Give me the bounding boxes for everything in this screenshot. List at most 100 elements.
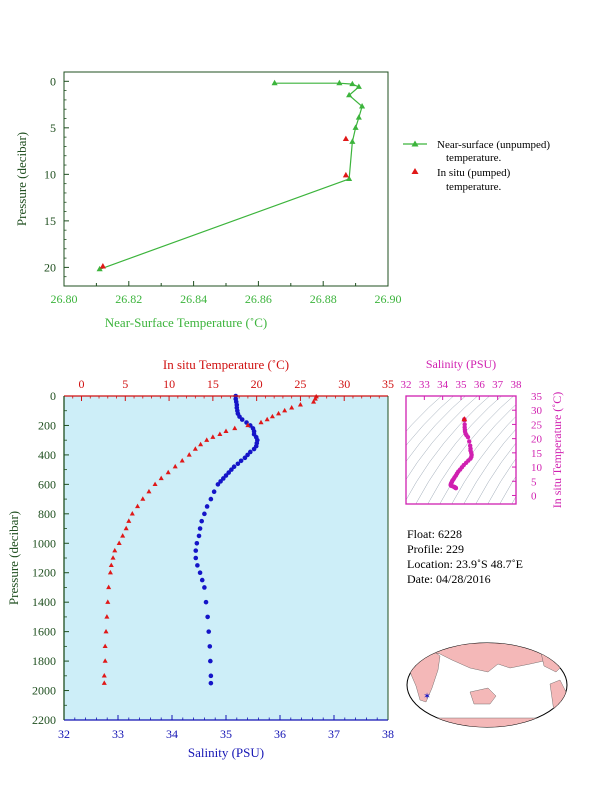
temperature-point xyxy=(282,407,288,413)
temperature-tick-label: 20 xyxy=(251,377,263,391)
salinity-point xyxy=(208,673,214,679)
near-surface-point xyxy=(359,103,366,109)
salinity-tick-label: 34 xyxy=(166,727,178,741)
temperature-point xyxy=(106,584,112,590)
ts-density-contour xyxy=(406,396,478,480)
pressure-tick-label: 1800 xyxy=(32,654,56,668)
temperature-tick-label: 5 xyxy=(122,377,128,391)
temperature-point xyxy=(120,533,126,538)
temperature-point xyxy=(210,434,216,439)
profile-number: Profile: 229 xyxy=(407,542,464,556)
salinity-tick-label: 35 xyxy=(220,727,232,741)
near-surface-point xyxy=(355,114,362,120)
ts-point xyxy=(465,435,471,440)
temperature-tick-label: 30 xyxy=(338,377,350,391)
near-surface-y-tick-label: 0 xyxy=(50,74,56,88)
near-surface-point xyxy=(349,138,356,144)
profile-chart: 0200400600800100012001400160018002000220… xyxy=(6,357,394,760)
temperature-point xyxy=(258,419,264,425)
temperature-point xyxy=(311,399,317,404)
ts-density-contour xyxy=(406,396,454,446)
pressure-tick-label: 1400 xyxy=(32,595,56,609)
salinity-point xyxy=(205,614,210,620)
salinity-point xyxy=(248,449,253,455)
ts-salinity-tick-label: 32 xyxy=(401,379,412,391)
salinity-point xyxy=(203,599,209,605)
ts-temperature-tick-label: 35 xyxy=(531,391,543,403)
salinity-point xyxy=(237,414,242,419)
world-map: ✶ xyxy=(406,642,568,728)
near-surface-point xyxy=(271,79,278,86)
pressure-tick-label: 800 xyxy=(38,507,56,521)
ts-temperature-tick-label: 15 xyxy=(531,448,543,460)
salinity-point xyxy=(226,470,231,475)
near-surface-y-tick-label: 10 xyxy=(44,167,56,181)
salinity-tick-label: 32 xyxy=(58,727,70,741)
temperature-point xyxy=(232,425,238,431)
temperature-point xyxy=(101,673,107,678)
temperature-point xyxy=(108,562,114,568)
temperature-point xyxy=(223,428,229,434)
salinity-point xyxy=(208,496,214,502)
ts-salinity-tick-label: 35 xyxy=(456,379,468,391)
salinity-point xyxy=(215,482,221,487)
temperature-point xyxy=(186,452,192,457)
in-situ-point xyxy=(342,135,349,142)
ts-salinity-tick-label: 38 xyxy=(511,379,523,391)
temperature-tick-label: 25 xyxy=(294,377,306,391)
near-surface-x-axis-label: Near-Surface Temperature (˚C) xyxy=(105,315,267,330)
pressure-tick-label: 2200 xyxy=(32,713,56,727)
temperature-point xyxy=(204,437,210,442)
salinity-point xyxy=(197,570,203,576)
near-surface-point xyxy=(96,265,103,272)
salinity-point xyxy=(208,658,213,664)
near-surface-legend: Near-surface (unpumped) temperature. In … xyxy=(403,139,550,193)
pressure-tick-label: 1600 xyxy=(32,625,56,639)
near-surface-point xyxy=(352,124,359,130)
salinity-point xyxy=(199,577,205,583)
float-location-marker-icon: ✶ xyxy=(423,691,431,701)
temperature-point xyxy=(140,496,146,501)
salinity-point xyxy=(208,680,214,686)
ts-salinity-axis-label: Salinity (PSU) xyxy=(426,357,496,371)
location: Location: 23.9˚S 48.7˚E xyxy=(407,557,523,571)
salinity-point xyxy=(229,467,234,472)
in-situ-point xyxy=(342,171,349,178)
temperature-point xyxy=(123,525,129,531)
salinity-point xyxy=(218,479,223,484)
legend-label-near-surface-1: Near-surface (unpumped) xyxy=(437,139,550,151)
near-surface-x-tick-label: 26.80 xyxy=(51,292,78,306)
ts-salinity-tick-label: 34 xyxy=(437,379,449,391)
temperature-point xyxy=(135,503,141,509)
near-surface-y-tick-label: 20 xyxy=(44,260,56,274)
legend-marker-in-situ xyxy=(411,168,419,174)
temperature-point xyxy=(102,658,108,663)
salinity-tick-label: 36 xyxy=(274,727,286,741)
profile-date: Date: 04/28/2016 xyxy=(407,572,491,586)
salinity-point xyxy=(238,458,244,464)
salinity-point xyxy=(202,585,207,590)
temperature-point xyxy=(104,614,110,619)
ts-point xyxy=(453,485,459,491)
temperature-axis-label: In situ Temperature (˚C) xyxy=(163,357,289,372)
salinity-point xyxy=(251,446,257,452)
near-surface-point xyxy=(349,80,356,87)
salinity-point xyxy=(207,644,213,649)
salinity-tick-label: 33 xyxy=(112,727,124,741)
pressure-tick-label: 2000 xyxy=(32,684,56,698)
temperature-point xyxy=(126,518,132,523)
temperature-point xyxy=(217,431,223,436)
pressure-tick-label: 1000 xyxy=(32,536,56,550)
temperature-point xyxy=(172,463,178,469)
temperature-point xyxy=(269,413,275,419)
ts-surface-marker xyxy=(461,416,468,422)
ts-temperature-tick-label: 10 xyxy=(531,462,543,474)
salinity-point xyxy=(223,473,229,478)
temperature-point xyxy=(312,396,318,401)
salinity-point xyxy=(196,533,202,539)
near-surface-x-tick-label: 26.84 xyxy=(180,292,207,306)
temperature-point xyxy=(276,410,282,416)
ts-diagram: 32 33 34 35 36 37 38 0 5 10 15 20 25 30 35 Salinity (… xyxy=(401,357,565,508)
temperature-point xyxy=(289,404,295,410)
